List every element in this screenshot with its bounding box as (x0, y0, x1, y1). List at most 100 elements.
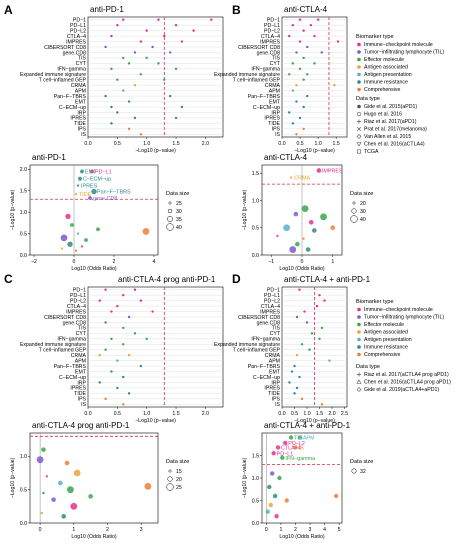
data-point (163, 78, 166, 81)
data-point (288, 73, 291, 76)
data-point (288, 435, 294, 440)
category-label: TIDE (268, 121, 280, 127)
data-point (98, 353, 101, 357)
category-label: TIS (272, 56, 281, 62)
data-point (139, 40, 143, 43)
data-point (320, 326, 324, 330)
x-tick-label: 0.0 (278, 411, 285, 417)
plot-frame (29, 164, 159, 256)
size-legend-label: 20 (360, 201, 366, 207)
point-label: PD−L1 (277, 451, 294, 457)
legend-label: Antigen associated (364, 65, 408, 71)
legend-swatch (357, 315, 361, 319)
data-point (302, 105, 305, 109)
chart-title: anti-CTLA-4 + anti-PD-1 (284, 275, 371, 284)
x-tick-label: 1.0 (303, 411, 310, 417)
data-point (139, 133, 143, 136)
y-tick-label: 0.0 (20, 521, 27, 527)
legend-label: Tumor−infiltrating lymphocyte (TIL) (364, 50, 444, 56)
data-point (303, 310, 306, 313)
data-point (127, 127, 131, 131)
data-point (272, 493, 278, 499)
legend-swatch (357, 87, 361, 92)
shape-filled-circle (357, 104, 361, 109)
category-label: CTLA−4 (67, 34, 86, 40)
data-point (295, 386, 299, 390)
data-point (157, 62, 160, 65)
data-point (320, 51, 323, 54)
point-label: EMT (85, 169, 97, 175)
data-point (295, 353, 299, 357)
point-label: PD−L1 (95, 169, 112, 175)
plot-frame (29, 432, 159, 524)
data-point (70, 502, 78, 510)
point-label: IS (298, 445, 303, 451)
size-legend-title: Data size (350, 459, 373, 465)
point-label: CRMA (294, 176, 310, 182)
data-point (288, 381, 291, 384)
category-label: Pan−F−TBRS (54, 364, 87, 370)
shape-square (356, 149, 361, 154)
size-legend-title: Data size (166, 191, 189, 197)
data-point (96, 227, 100, 232)
x-tick-label: 2 (294, 527, 297, 533)
legend-label: Antigen presentation (364, 72, 412, 78)
legends-layer: Biomarker type Immune−checkpoint molecule… (356, 34, 451, 393)
x-axis-label: −Log10 (p−value) (135, 418, 176, 424)
x-tick-label: 4 (323, 527, 326, 533)
data-point (302, 56, 305, 60)
data-point (293, 211, 299, 217)
data-point (306, 45, 309, 49)
data-point (127, 353, 131, 357)
legend-swatch (357, 330, 361, 334)
y-tick-label: 1.0 (252, 198, 259, 204)
data-point (139, 73, 143, 76)
size-legend-label: 25 (176, 485, 182, 491)
data-point (293, 445, 298, 450)
x-axis-label: Log10 (Odds Ratio) (279, 534, 325, 540)
data-point (104, 45, 107, 49)
data-point (300, 343, 304, 346)
category-label: IMPRES (66, 309, 86, 315)
data-point (308, 219, 314, 225)
data-point (133, 83, 137, 87)
category-label: Expanded immune signature (20, 72, 86, 78)
y-tick-label: 0.0 (252, 253, 259, 259)
x-tick-label: 0 (265, 527, 268, 533)
data-point (295, 51, 298, 54)
legend-swatch (357, 352, 361, 357)
legend-swatch (357, 42, 361, 47)
y-tick-label: 0.5 (252, 498, 259, 504)
category-label: CYT (270, 331, 281, 337)
legend-swatch (357, 57, 361, 62)
data-point (309, 23, 313, 27)
y-tick-label: 2.0 (20, 167, 27, 173)
legend-label: Antigen presentation (364, 337, 412, 343)
legend-label: Chen et al. 2016(aCTLA4) (364, 142, 425, 148)
category-label: TIS (78, 56, 87, 62)
data-point (180, 40, 184, 43)
data-point (333, 493, 339, 499)
data-point (289, 246, 297, 253)
volcano-c-volcano: anti-CTLA-4 prog anti-PD-1 0 1 2 3 0.0 0.5 1.0 L… (10, 421, 189, 540)
data-point (280, 455, 285, 460)
data-point (277, 475, 282, 481)
x-axis-label: Log10 (Odds Ratio) (71, 266, 117, 272)
category-label: IS (275, 132, 280, 138)
data-point (65, 213, 71, 220)
data-point (168, 94, 172, 98)
data-point (320, 403, 324, 406)
category-label: T cell−inflamed GEP (233, 78, 281, 84)
data-point (316, 168, 322, 173)
y-tick-label: 0.5 (20, 231, 27, 237)
legend-label: Immune−checkpoint molecule (364, 42, 433, 48)
category-label: IPRES (264, 116, 280, 122)
size-legend-circle (351, 468, 357, 474)
data-point (139, 299, 143, 302)
data-point (144, 482, 152, 490)
data-point (42, 491, 45, 495)
category-label: PD−L1 (264, 23, 280, 29)
data-point (116, 359, 119, 362)
data-point (291, 89, 295, 92)
data-point (305, 247, 311, 252)
